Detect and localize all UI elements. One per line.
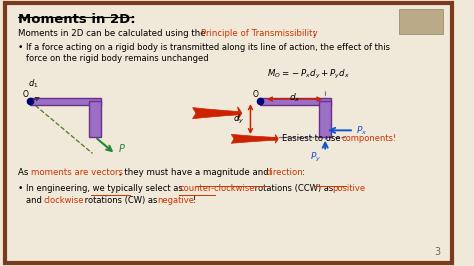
Text: force on the rigid body remains unchanged: force on the rigid body remains unchange…: [26, 54, 209, 63]
Text: rotations (CW) as: rotations (CW) as: [82, 196, 161, 205]
Text: O: O: [252, 90, 258, 99]
Bar: [89, 101, 101, 137]
Text: $d_y$: $d_y$: [233, 113, 245, 126]
Text: If a force acting on a rigid body is transmitted along its line of action, the e: If a force acting on a rigid body is tra…: [26, 43, 390, 52]
Text: moments are vectors: moments are vectors: [31, 168, 123, 177]
Text: Moments in 2D can be calculated using the: Moments in 2D can be calculated using th…: [18, 29, 209, 38]
Text: •: •: [18, 43, 23, 52]
Text: Easiest to use: Easiest to use: [283, 134, 344, 143]
Text: and: and: [26, 196, 44, 205]
Text: negative: negative: [157, 196, 194, 205]
Text: $P_y$: $P_y$: [310, 151, 321, 164]
Text: direction: direction: [266, 168, 303, 177]
Text: •: •: [18, 184, 23, 193]
Text: !: !: [193, 196, 196, 205]
Text: P: P: [119, 144, 125, 153]
Text: components!: components!: [341, 134, 396, 143]
Text: , they must have a magnitude and: , they must have a magnitude and: [119, 168, 272, 177]
Text: :: :: [302, 168, 305, 177]
Text: :: :: [313, 29, 316, 38]
Text: rotations (CCW) as: rotations (CCW) as: [252, 184, 336, 193]
Bar: [400, 9, 443, 34]
Text: As: As: [18, 168, 31, 177]
Text: clockwise: clockwise: [44, 196, 84, 205]
Bar: [30, 98, 101, 105]
Text: counter-clockwise: counter-clockwise: [179, 184, 255, 193]
Text: positive: positive: [332, 184, 365, 193]
Text: Moments in 2D:: Moments in 2D:: [18, 13, 136, 26]
Text: O: O: [22, 90, 28, 99]
Text: $P_x$: $P_x$: [356, 124, 367, 137]
Text: 3: 3: [434, 247, 440, 257]
Bar: [261, 98, 331, 105]
Text: $d_1$: $d_1$: [28, 78, 38, 90]
Text: Principle of Transmissibility: Principle of Transmissibility: [201, 29, 318, 38]
Text: $d_x$: $d_x$: [289, 92, 301, 104]
Text: $M_O = -P_x d_y + P_y d_x$: $M_O = -P_x d_y + P_y d_x$: [267, 68, 350, 81]
Text: In engineering, we typically select as: In engineering, we typically select as: [26, 184, 185, 193]
Bar: [319, 101, 331, 137]
